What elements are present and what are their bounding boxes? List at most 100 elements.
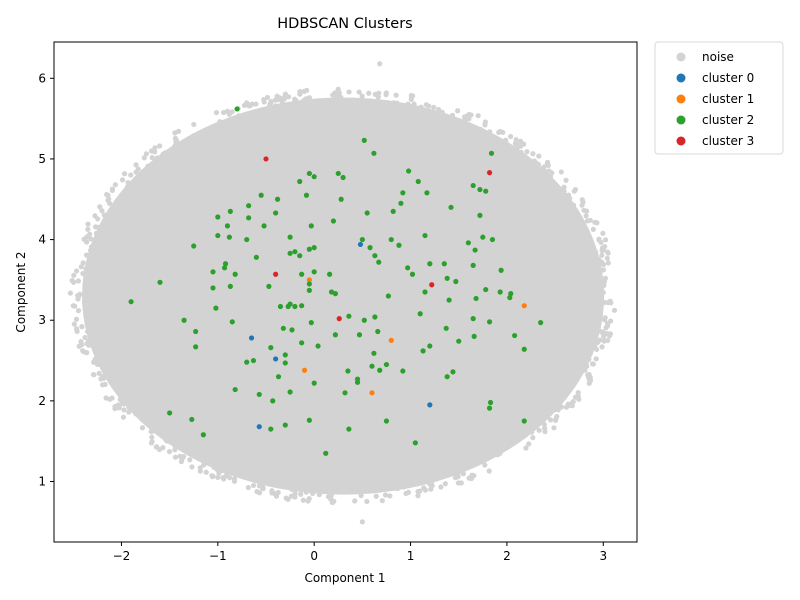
noise-point (302, 485, 308, 491)
cluster-2-point (377, 367, 383, 373)
noise-point (599, 248, 605, 254)
noise-point (160, 421, 166, 427)
noise-point (99, 246, 106, 252)
noise-point (507, 440, 514, 446)
cluster-2-point (282, 422, 288, 428)
noise-point (599, 252, 605, 258)
noise-point (152, 145, 158, 151)
noise-point (148, 440, 155, 446)
cluster-0-point (427, 402, 433, 408)
noise-point (282, 91, 289, 97)
cluster-2-point (400, 190, 406, 196)
noise-point (572, 394, 579, 400)
cluster-2-point (521, 346, 527, 352)
noise-point (125, 179, 131, 186)
noise-point (88, 311, 95, 318)
noise-point (258, 471, 264, 477)
noise-point (99, 345, 105, 352)
cluster-3-point (429, 282, 435, 288)
noise-point (193, 450, 199, 456)
cluster-2-point (266, 283, 272, 289)
noise-point (401, 484, 407, 490)
noise-point (112, 406, 118, 412)
noise-point (571, 373, 578, 379)
noise-point (202, 138, 208, 144)
cluster-2-point (297, 178, 303, 185)
cluster-2-point (224, 223, 231, 229)
noise-point (96, 334, 102, 340)
cluster-1-point (521, 303, 527, 309)
noise-point (163, 436, 169, 442)
noise-point (521, 141, 527, 147)
noise-point (217, 119, 223, 125)
noise-point (439, 109, 445, 115)
noise-point (563, 404, 569, 410)
cluster-2-point (292, 303, 298, 310)
noise-point (75, 308, 82, 314)
cluster-2-point (422, 289, 428, 295)
x-tick-label: 3 (599, 549, 607, 563)
cluster-2-point (289, 327, 295, 333)
noise-point (316, 480, 322, 486)
noise-point (366, 90, 372, 96)
noise-point (407, 103, 413, 109)
cluster-2-point (508, 291, 514, 297)
noise-point (465, 128, 472, 134)
noise-point (406, 480, 412, 486)
noise-point (415, 493, 421, 499)
noise-point (442, 481, 448, 487)
noise-point (600, 289, 606, 296)
noise-point (197, 453, 203, 459)
y-axis-label: Component 2 (14, 251, 28, 332)
noise-point (457, 118, 463, 124)
cluster-2-point (315, 343, 321, 349)
noise-point (250, 482, 257, 489)
noise-point (601, 278, 608, 284)
cluster-2-point (215, 232, 221, 239)
x-axis-ticks: −2 −1 0 1 2 3 (113, 542, 607, 563)
noise-point (470, 462, 476, 469)
noise-point (92, 224, 99, 230)
noise-point (120, 388, 126, 395)
cluster-2-point (396, 242, 402, 248)
y-axis-ticks: 1 2 3 4 5 6 (38, 71, 54, 489)
noise-point (373, 493, 379, 499)
noise-point (120, 395, 126, 401)
noise-point (112, 182, 119, 188)
noise-point (99, 382, 106, 388)
noise-point (382, 484, 389, 490)
noise-point (99, 231, 106, 238)
noise-point (571, 364, 577, 370)
cluster-2-point (450, 369, 456, 375)
noise-point (108, 227, 115, 233)
noise-point (594, 220, 600, 226)
noise-point (556, 192, 562, 199)
noise-point (121, 196, 127, 202)
noise-point (342, 104, 348, 110)
noise-point (275, 489, 281, 496)
noise-point (603, 237, 609, 243)
noise-point (112, 202, 118, 208)
noise-point (239, 466, 245, 473)
noise-point (451, 119, 457, 125)
noise-point (540, 174, 546, 180)
noise-point (545, 404, 551, 410)
noise-point (189, 450, 196, 456)
y-tick-label: 1 (38, 475, 46, 489)
cluster-2-point (427, 261, 433, 267)
cluster-2-point (275, 374, 282, 380)
noise-point (220, 475, 226, 481)
noise-point (289, 486, 295, 492)
noise-point (231, 476, 238, 482)
noise-point (323, 487, 329, 493)
noise-point (601, 282, 607, 288)
cluster-3-point (486, 170, 493, 176)
noise-point (579, 235, 585, 241)
noise-point (283, 495, 289, 501)
noise-point (370, 480, 376, 486)
noise-point (434, 476, 440, 482)
noise-point (421, 485, 427, 491)
noise-point (545, 159, 551, 165)
noise-point (346, 486, 352, 492)
cluster-2-point (356, 332, 363, 338)
